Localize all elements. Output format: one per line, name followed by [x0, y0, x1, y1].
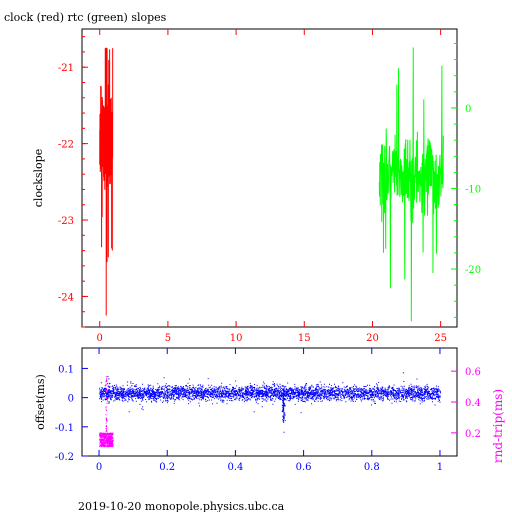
top-x-tick-label: 15 [298, 333, 311, 344]
top-panel: 0 5 10 15 20 25 -21 -22 -23 -24 0 -10 -20 clockslope [32, 28, 481, 344]
bottom-right-y-axis-label: rnd-trip(ms) [491, 389, 505, 463]
top-series-clock-line [99, 47, 114, 316]
offset-scatter-points [99, 372, 441, 433]
top-plot-frame [81, 28, 458, 328]
bottom-y-tick-label: 0 [68, 394, 74, 405]
bottom-y-axis-label: offset(ms) [34, 374, 47, 430]
round-trip-scatter-points [99, 376, 114, 448]
top-x-tick-label: 25 [434, 333, 447, 344]
bottom-x-tick-label: 1 [437, 462, 443, 473]
top-x-tick-label: 20 [366, 333, 379, 344]
bottom-series-group [99, 372, 441, 448]
bottom-y-tick-label: -0.2 [55, 452, 74, 463]
bottom-x-tick-label: 0.6 [296, 462, 312, 473]
top-axes-group: 0 5 10 15 20 25 -21 -22 -23 -24 0 -10 -20 [58, 29, 481, 344]
bottom-x-tick-label: 0.4 [227, 462, 243, 473]
bottom-y-tick-label: -0.1 [55, 423, 74, 434]
top-x-tick-label: 0 [97, 333, 103, 344]
bottom-right-y-tick-label: 0.6 [465, 367, 481, 378]
footer-caption: 2019-10-20 monopole.physics.ubc.ca [78, 500, 285, 512]
top-y-tick-label: -22 [58, 140, 74, 151]
top-series-rtc-line [378, 47, 444, 322]
top-y-tick-label: -23 [58, 216, 74, 227]
top-right-y-tick-label: 0 [465, 104, 471, 115]
bottom-right-y-tick-label: 0.4 [465, 398, 481, 409]
top-y-tick-label: -21 [58, 63, 74, 74]
top-series-group [99, 47, 444, 322]
top-right-y-tick-label: -10 [465, 184, 481, 195]
bottom-x-tick-label: 0.2 [159, 462, 175, 473]
bottom-panel: 0 0.2 0.4 0.6 0.8 1 0.1 0 -0.1 -0.2 0.6 0.4 0.2 offs… [34, 347, 505, 473]
top-y-tick-label: -24 [58, 292, 74, 303]
bottom-axes-group: 0 0.2 0.4 0.6 0.8 1 0.1 0 -0.1 -0.2 0.6 0.4 0.2 [55, 348, 481, 473]
bottom-x-tick-label: 0 [96, 462, 102, 473]
top-right-y-tick-label: -20 [465, 265, 481, 276]
bottom-x-tick-label: 0.8 [364, 462, 380, 473]
bottom-y-tick-label: 0.1 [58, 364, 74, 375]
top-y-axis-label: clockslope [32, 149, 45, 207]
chart-title: clock (red) rtc (green) slopes [4, 11, 167, 24]
top-x-tick-label: 5 [165, 333, 171, 344]
top-x-tick-label: 10 [230, 333, 243, 344]
bottom-right-y-tick-label: 0.2 [465, 429, 481, 440]
